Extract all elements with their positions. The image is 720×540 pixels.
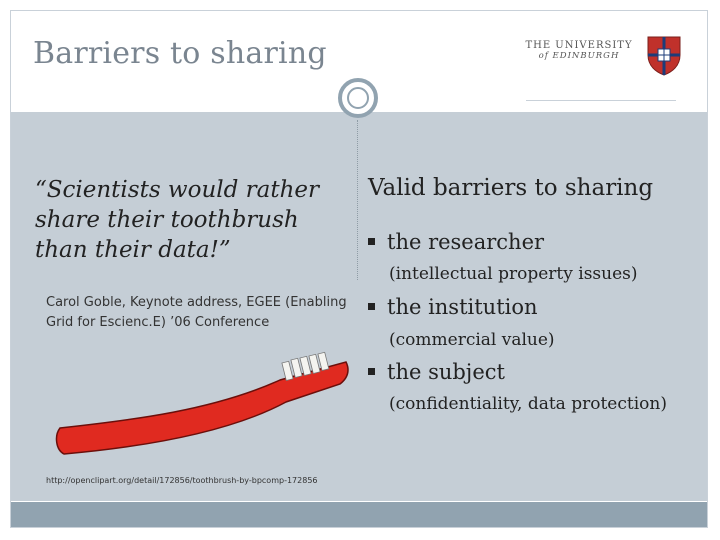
- decorative-circle-icon: [338, 78, 378, 118]
- header-separator: [526, 100, 676, 101]
- quote-attribution: Carol Goble, Keynote address, EGEE (Enab…: [46, 295, 347, 330]
- image-source-url: http://openclipart.org/detail/172856/too…: [46, 476, 318, 485]
- bullet-square-icon: [368, 368, 375, 375]
- bullet-square-icon: [368, 238, 375, 245]
- bullet-detail: (commercial value): [389, 330, 555, 350]
- bullet-detail: (intellectual property issues): [389, 264, 638, 284]
- bullet-label: the subject: [387, 360, 505, 384]
- bullet-label: the institution: [387, 295, 538, 319]
- bullet-researcher: the researcher: [368, 230, 544, 254]
- slide-title: Barriers to sharing: [33, 36, 327, 71]
- logo-line-1: THE UNIVERSITY: [525, 40, 633, 51]
- quote-text: “Scientists would rather share their too…: [35, 177, 320, 263]
- footer-bar: [11, 502, 707, 527]
- slide-frame: [10, 10, 708, 528]
- university-crest-icon: [647, 36, 681, 76]
- bullet-subject: the subject: [368, 360, 505, 384]
- column-divider: [357, 120, 359, 280]
- toothbrush-icon: [55, 351, 349, 455]
- university-logo-text: THE UNIVERSITY of EDINBURGH: [524, 40, 634, 61]
- bullet-detail: (confidentiality, data protection): [389, 394, 667, 414]
- bullet-square-icon: [368, 303, 375, 310]
- bullet-institution: the institution: [368, 295, 538, 319]
- logo-line-2: of EDINBURGH: [538, 51, 620, 61]
- bullet-label: the researcher: [387, 230, 545, 254]
- right-heading: Valid barriers to sharing: [368, 175, 654, 201]
